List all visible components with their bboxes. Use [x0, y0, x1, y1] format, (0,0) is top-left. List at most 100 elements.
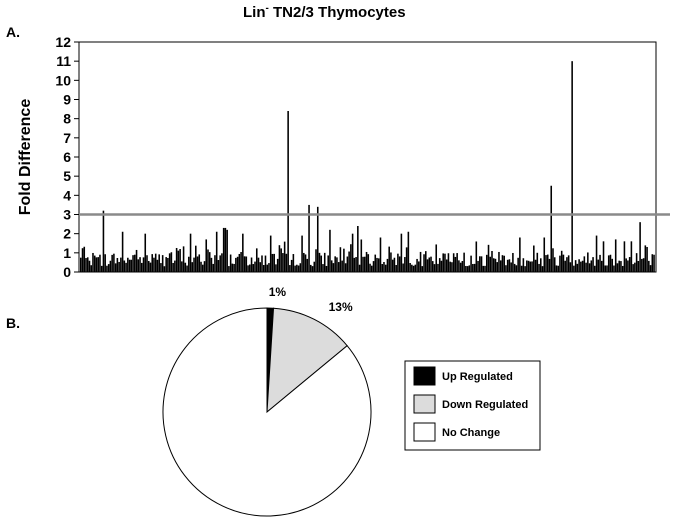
bar [477, 260, 479, 272]
bar [531, 261, 533, 272]
bar [264, 255, 267, 272]
bar [243, 256, 246, 272]
bar [308, 204, 310, 272]
bar [594, 265, 596, 272]
bar [353, 257, 356, 272]
plot-frame [78, 41, 657, 273]
bar [425, 251, 427, 272]
bar [377, 258, 380, 272]
bar [249, 264, 251, 272]
bar [205, 239, 208, 272]
bar [621, 265, 624, 272]
bar [536, 252, 539, 272]
pie-legend: Up Regulated Down Regulated No Change [404, 360, 541, 451]
bar [254, 261, 256, 272]
bar [557, 265, 559, 272]
bar [252, 264, 255, 272]
bar [623, 241, 626, 272]
bar [210, 257, 213, 272]
bar [146, 255, 148, 272]
bar [323, 252, 326, 272]
bar [390, 252, 392, 272]
bar [186, 265, 188, 272]
bar [482, 265, 485, 272]
bar [357, 226, 359, 272]
bar [604, 265, 607, 272]
bar [630, 241, 633, 272]
bar [226, 229, 228, 272]
bar [540, 258, 542, 272]
bar [238, 253, 241, 272]
bar [165, 257, 167, 272]
bar [393, 257, 396, 272]
bar [548, 258, 551, 272]
bar [95, 257, 98, 272]
bar [567, 255, 570, 272]
bar [140, 262, 143, 272]
bar [431, 261, 434, 272]
bar [386, 258, 389, 272]
bar [529, 261, 532, 272]
bar [505, 265, 507, 272]
bar [261, 255, 263, 272]
bar [336, 257, 338, 272]
y-tick-label: 12 [55, 34, 71, 50]
bar [459, 262, 462, 272]
bar [463, 252, 465, 272]
bar [343, 248, 345, 272]
bar [440, 260, 443, 272]
bar [398, 256, 401, 272]
bar [123, 260, 126, 272]
bar [330, 260, 333, 272]
bar [285, 253, 288, 272]
bar [634, 262, 636, 272]
bar [510, 262, 512, 272]
bar [388, 246, 390, 272]
bar [426, 259, 429, 272]
y-axis-label: Fold Difference [17, 99, 34, 216]
bar [580, 261, 582, 272]
bar [257, 257, 260, 272]
bar [442, 253, 444, 272]
bar [627, 260, 629, 272]
bar [346, 256, 349, 272]
bar [578, 259, 580, 272]
bar [158, 254, 160, 272]
bar [644, 245, 647, 272]
bar [642, 258, 645, 272]
bar [273, 253, 275, 272]
bar [473, 263, 476, 272]
bar [160, 263, 162, 272]
y-tick-label: 4 [63, 187, 71, 203]
bar [294, 265, 296, 272]
bar [397, 253, 399, 272]
bar [196, 256, 199, 272]
bar [344, 263, 347, 272]
bar [592, 257, 594, 272]
y-tick-label: 5 [63, 168, 71, 184]
bar [121, 231, 124, 272]
bar [278, 245, 281, 272]
bar [127, 257, 129, 272]
bar [247, 265, 249, 272]
bar [200, 261, 202, 272]
bar [616, 263, 619, 272]
bar [116, 258, 119, 272]
bar [545, 255, 547, 272]
legend-swatch [413, 394, 436, 414]
bar [484, 265, 486, 272]
bar [421, 266, 424, 272]
bar [334, 256, 336, 272]
pie-percent-label: 86% [169, 520, 193, 522]
bar [235, 257, 237, 272]
y-tick-label: 2 [63, 226, 71, 242]
bar [191, 262, 194, 272]
bar [177, 250, 180, 272]
bar [283, 241, 286, 272]
pie-percent-labels: 1% 13% 86% [169, 285, 353, 522]
bar [113, 253, 115, 272]
bar [491, 250, 493, 272]
bar [231, 263, 234, 272]
